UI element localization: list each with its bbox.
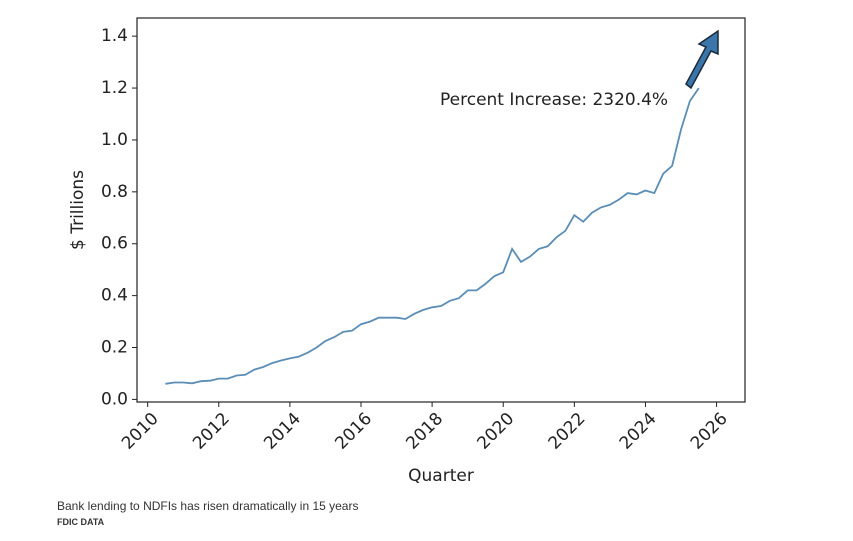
annotation-arrow bbox=[685, 29, 719, 90]
y-axis-label: $ Trillions bbox=[68, 170, 88, 250]
x-tick-label: 2026 bbox=[687, 409, 732, 454]
data-line bbox=[165, 87, 700, 385]
x-axis-label: Quarter bbox=[408, 466, 474, 486]
y-tick-label: 0.0 bbox=[101, 389, 128, 409]
y-tick-label: 0.6 bbox=[101, 234, 128, 254]
x-tick-label: 2018 bbox=[402, 409, 447, 454]
y-tick-label: 1.4 bbox=[101, 26, 128, 46]
y-tick-label: 0.2 bbox=[101, 338, 128, 358]
y-tick-label: 0.8 bbox=[101, 182, 128, 202]
chart: Percent Increase: 2320.4% Quarter $ Tril… bbox=[68, 17, 746, 486]
x-tick-label: 2016 bbox=[331, 409, 376, 454]
x-tick-label: 2014 bbox=[260, 409, 305, 454]
source: FDIC DATA bbox=[57, 517, 105, 527]
y-tick-label: 1.2 bbox=[101, 78, 128, 98]
x-tick-label: 2020 bbox=[474, 409, 519, 454]
x-tick-label: 2024 bbox=[616, 409, 661, 454]
annotation: Percent Increase: 2320.4% bbox=[440, 90, 668, 110]
y-tick-label: 1.0 bbox=[101, 130, 128, 150]
x-tick-label: 2012 bbox=[189, 409, 234, 454]
y-tick-label: 0.4 bbox=[101, 286, 128, 306]
caption: Bank lending to NDFIs has risen dramatic… bbox=[57, 499, 359, 513]
plot-frame bbox=[136, 17, 746, 403]
x-tick-label: 2010 bbox=[118, 409, 163, 454]
x-tick-label: 2022 bbox=[545, 409, 590, 454]
